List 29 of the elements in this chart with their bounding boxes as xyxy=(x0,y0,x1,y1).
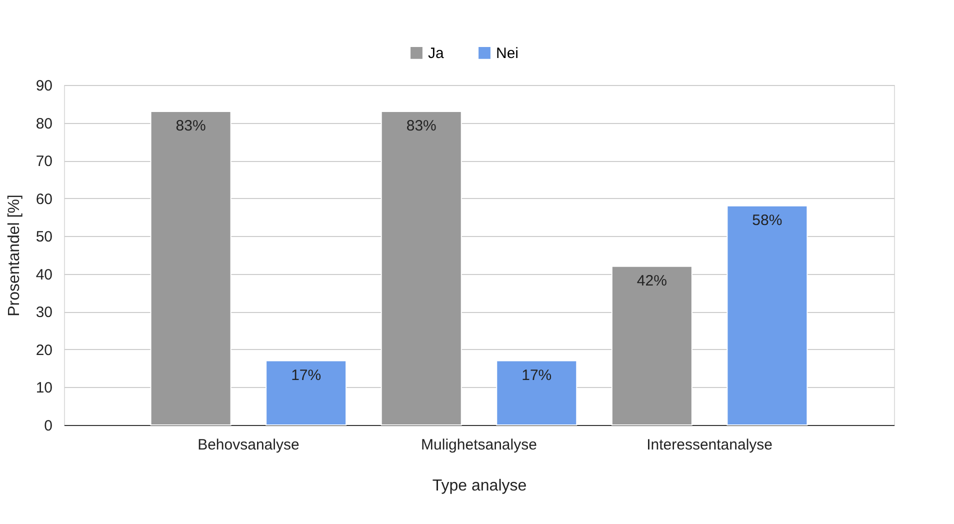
y-tick-label: 80 xyxy=(36,115,52,132)
x-axis-title: Type analyse xyxy=(432,478,527,494)
y-tick-label: 90 xyxy=(36,78,52,94)
data-label: 83% xyxy=(176,117,206,134)
y-tick-label: 20 xyxy=(36,342,52,359)
y-tick-label: 10 xyxy=(36,380,52,397)
bar xyxy=(726,205,808,426)
x-tick-label: Mulighetsanalyse xyxy=(421,436,537,454)
data-label: 17% xyxy=(522,366,552,384)
y-tick-label: 50 xyxy=(36,228,52,246)
data-label: 17% xyxy=(291,366,322,384)
x-tick-label: Behovsanalyse xyxy=(198,436,300,454)
bar xyxy=(611,266,692,426)
data-label: 83% xyxy=(406,117,436,134)
legend-label: Ja xyxy=(428,44,444,62)
y-tick-label: 70 xyxy=(36,153,52,170)
data-label: 42% xyxy=(636,272,667,290)
legend-label: Nei xyxy=(496,44,519,62)
y-axis-title: Prosentandel [%] xyxy=(6,194,23,316)
x-tick-label: Interessentanalyse xyxy=(646,436,773,454)
y-tick-label: 40 xyxy=(36,266,52,284)
bar xyxy=(380,110,462,426)
bar xyxy=(150,110,232,426)
bar xyxy=(266,360,347,426)
y-tick-label: 60 xyxy=(36,190,52,208)
data-label: 58% xyxy=(752,212,782,229)
y-tick-label: 0 xyxy=(44,418,52,434)
y-tick-label: 30 xyxy=(36,304,52,322)
bar xyxy=(496,360,578,426)
